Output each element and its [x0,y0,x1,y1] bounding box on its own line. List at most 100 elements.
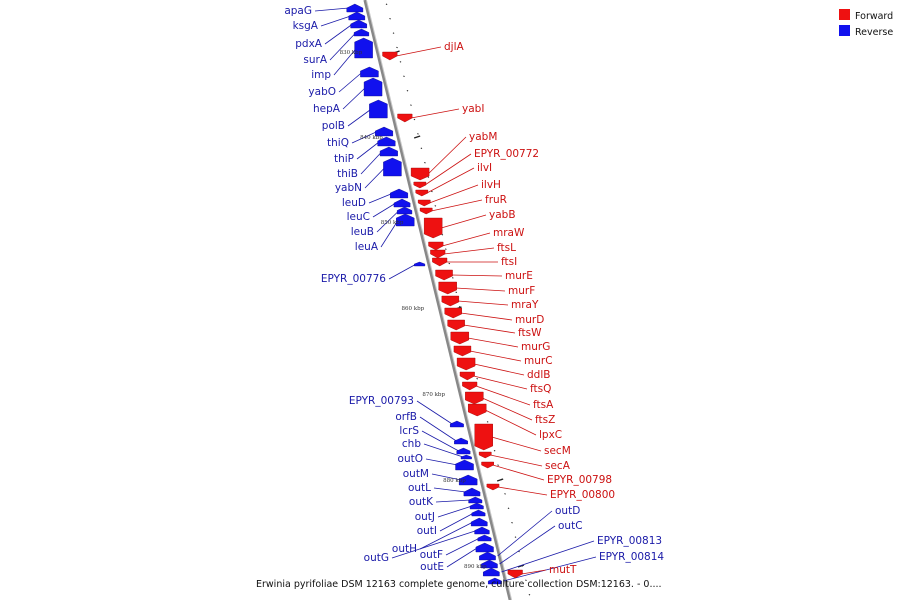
gene-label-oute[interactable]: outE [420,561,444,573]
gene-outc[interactable] [481,559,498,569]
gene-label-outf[interactable]: outF [420,549,443,561]
gene-outh[interactable] [470,517,488,527]
gene-orfb[interactable] [454,437,468,445]
gene-label-outm[interactable]: outM [403,468,429,480]
gene-yabm[interactable] [410,167,430,181]
gene-label-epyr_00813[interactable]: EPYR_00813 [597,535,662,547]
gene-secm[interactable] [474,423,493,451]
gene-label-yabn[interactable]: yabN [335,182,362,194]
gene-label-sura[interactable]: surA [303,54,327,66]
gene-label-hepa[interactable]: hepA [313,103,341,115]
gene-label-apag[interactable]: apaG [284,5,312,17]
gene-label-leua[interactable]: leuA [355,241,379,253]
gene-epyr_00793[interactable] [450,420,464,428]
gene-label-outh[interactable]: outH [392,543,417,555]
gene-murd[interactable] [444,307,462,319]
gene-label-yabi[interactable]: yabI [462,103,484,115]
gene-label-outl[interactable]: outL [408,482,431,494]
gene-epyr_00800[interactable] [486,483,500,491]
gene-label-ftsw[interactable]: ftsW [518,327,542,339]
gene-epyr_00772[interactable] [413,181,427,189]
gene-murc[interactable] [453,345,472,357]
gene-label-outc[interactable]: outC [558,520,583,532]
gene-label-lcrs[interactable]: lcrS [399,425,419,437]
gene-mraw[interactable] [428,241,444,251]
gene-sura[interactable] [353,28,370,37]
gene-outo[interactable] [455,459,474,471]
gene-label-yabb[interactable]: yabB [489,209,516,221]
gene-label-mutt[interactable]: mutT [549,564,577,576]
gene-label-epyr_00814[interactable]: EPYR_00814 [599,551,664,563]
gene-label-outi[interactable]: outI [417,525,437,537]
gene-label-orfb[interactable]: orfB [395,411,417,423]
gene-label-outo[interactable]: outO [398,453,423,465]
gene-label-leud[interactable]: leuD [342,197,366,209]
gene-seca[interactable] [478,451,492,459]
gene-lcrs[interactable] [456,447,471,455]
gene-outd[interactable] [479,551,496,561]
legend-item-reverse[interactable]: Reverse [839,25,893,38]
gene-murg[interactable] [450,331,469,345]
gene-leud[interactable] [390,188,409,199]
gene-label-epyr_00793[interactable]: EPYR_00793 [349,395,414,407]
gene-label-ftsq[interactable]: ftsQ [530,383,551,395]
gene-mray[interactable] [441,295,460,307]
gene-label-mraw[interactable]: mraW [493,227,525,239]
gene-ksga[interactable] [348,11,366,21]
gene-label-thiq[interactable]: thiQ [327,137,349,149]
gene-epyr_00798[interactable] [481,461,494,469]
gene-label-epyr_00800[interactable]: EPYR_00800 [550,489,615,501]
gene-lpxc[interactable] [468,403,487,417]
gene-label-yabm[interactable]: yabM [469,131,497,143]
gene-outk[interactable] [468,496,483,504]
gene-label-mray[interactable]: mraY [511,299,539,311]
gene-polb[interactable] [369,99,388,119]
gene-outf[interactable] [477,534,492,542]
gene-label-seca[interactable]: secA [545,460,571,472]
gene-imp[interactable] [354,37,373,59]
gene-label-outj[interactable]: outJ [415,511,435,523]
gene-label-murf[interactable]: murF [508,285,535,297]
gene-label-ftsl[interactable]: ftsL [497,242,516,254]
gene-ilvi[interactable] [415,189,429,197]
gene-yabo[interactable] [360,66,379,78]
gene-frur[interactable] [419,207,433,215]
gene-leua[interactable] [396,213,415,227]
gene-label-polb[interactable]: polB [322,120,345,132]
gene-ftsl[interactable] [430,249,446,259]
gene-label-ftsz[interactable]: ftsZ [535,414,555,426]
gene-leub[interactable] [396,206,413,215]
gene-label-epyr_00772[interactable]: EPYR_00772 [474,148,539,160]
gene-outm[interactable] [458,474,478,486]
gene-label-ddlb[interactable]: ddlB [527,369,550,381]
gene-label-ftsi[interactable]: ftsI [501,256,517,268]
gene-epyr_00776[interactable] [414,261,426,267]
gene-outj[interactable] [469,502,484,510]
gene-label-outk[interactable]: outK [409,496,434,508]
gene-yabn[interactable] [383,157,402,177]
gene-label-murd[interactable]: murD [515,314,544,326]
gene-label-outd[interactable]: outD [555,505,580,517]
gene-yabb[interactable] [423,217,443,239]
gene-label-ilvh[interactable]: ilvH [481,179,501,191]
gene-label-ftsa[interactable]: ftsA [533,399,554,411]
gene-ftsz[interactable] [465,391,484,405]
gene-label-ilvi[interactable]: ilvI [477,162,492,174]
gene-epyr_00813[interactable] [483,567,500,577]
gene-label-epyr_00776[interactable]: EPYR_00776 [321,273,386,285]
gene-label-djla[interactable]: djlA [444,41,464,53]
gene-label-leub[interactable]: leuB [351,226,374,238]
gene-label-murg[interactable]: murG [521,341,550,353]
gene-ftsw[interactable] [447,319,465,331]
gene-label-outg[interactable]: outG [364,552,389,564]
gene-thiq[interactable] [375,126,394,137]
gene-ilvh[interactable] [417,199,431,207]
gene-label-yabo[interactable]: yabO [308,86,336,98]
gene-oute[interactable] [475,542,494,553]
gene-label-secm[interactable]: secM [544,445,571,457]
gene-mure[interactable] [435,269,453,281]
gene-label-leuc[interactable]: leuC [347,211,370,223]
gene-ftsq[interactable] [459,371,475,381]
gene-chb[interactable] [460,454,472,460]
gene-outl[interactable] [463,487,481,497]
